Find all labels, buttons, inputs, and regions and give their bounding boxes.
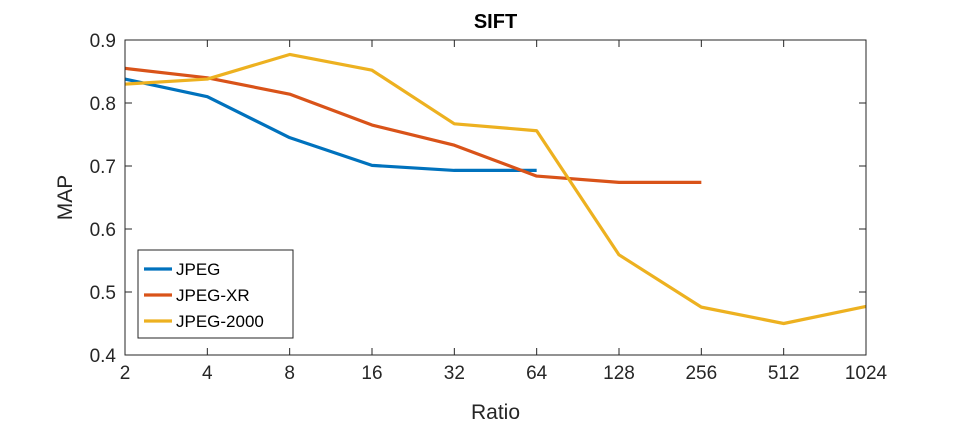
x-tick-label: 4 <box>202 363 213 384</box>
legend-label-2: JPEG-XR <box>176 286 250 305</box>
legend-label-3: JPEG-2000 <box>176 312 264 331</box>
y-tick-label: 0.8 <box>90 94 116 115</box>
x-tick-label: 2 <box>120 363 131 384</box>
legend: JPEG JPEG-XR JPEG-2000 <box>137 249 294 339</box>
y-axis-label: MAP <box>54 175 77 221</box>
series-layer <box>124 52 867 326</box>
chart-title: SIFT <box>474 11 517 33</box>
y-tick-label: 0.9 <box>90 31 116 52</box>
axes-box <box>124 39 867 356</box>
series-line-1 <box>124 77 537 173</box>
y-tick-label: 0.7 <box>90 157 116 178</box>
axes-layer: 2 4 8 16 32 64 128 256 512 1024 0.4 0.5 0.6 0.7 0.8 0.9 <box>90 31 888 384</box>
x-axis-label: Ratio <box>471 401 520 424</box>
x-tick-label: 32 <box>444 363 465 384</box>
y-tick-label: 0.5 <box>90 283 116 304</box>
y-tick-label: 0.6 <box>90 220 116 241</box>
x-tick-label: 512 <box>768 363 800 384</box>
legend-label-1: JPEG <box>176 260 220 279</box>
x-tick-label: 256 <box>685 363 717 384</box>
x-tick-label: 8 <box>284 363 295 384</box>
x-tick-label: 16 <box>361 363 382 384</box>
x-tick-label: 128 <box>603 363 635 384</box>
y-tick-label: 0.4 <box>90 346 117 367</box>
series-line-3 <box>124 52 867 326</box>
x-tick-label: 64 <box>526 363 548 384</box>
series-line-2 <box>124 66 702 184</box>
x-tick-label: 1024 <box>845 363 888 384</box>
